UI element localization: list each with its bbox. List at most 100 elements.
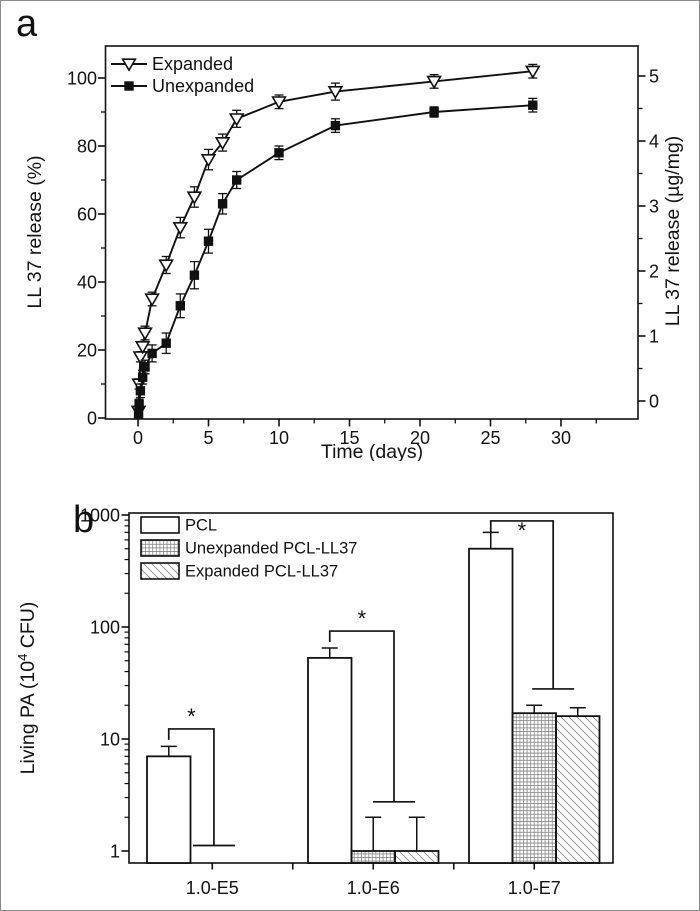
y-tick-label-left: 20 [77,340,97,360]
y-tick-label-left: 0 [87,408,97,428]
square-marker [137,372,148,382]
legend-label: PCL [185,517,217,535]
square-marker [429,107,439,117]
triangle-down-marker [228,113,245,127]
square-marker [140,362,150,372]
legend-label: Expanded PCL-LL37 [185,563,338,581]
square-marker [175,301,185,311]
triangle-down-marker [426,75,442,90]
axes [104,45,639,420]
y-tick-label-left: 100 [67,68,97,88]
x-tick-label-1-0-e6: 1.0-E6 [347,878,400,898]
series-pcl [146,531,514,864]
y-tick-label: 1 [110,841,120,861]
y-tick-label-left: 80 [77,136,97,156]
legend-item-unexpanded: Unexpanded [111,76,254,96]
x-tick-label-1-0-e7: 1.0-E7 [508,878,561,898]
significance-bracket-1: * [328,606,415,803]
y-axis-right: 0 1 2 3 4 5 LL 37 release (µg/mg) [638,66,684,411]
error-bars [134,97,538,419]
triangle-down-marker [158,259,174,273]
plot-box [104,45,639,420]
legend-item-expanded: Expanded [111,54,233,74]
y-tick-label-right: 1 [649,326,659,346]
bar-unexpanded-pcl-ll37-1-0-e6 [350,850,396,864]
x-tick-label: 25 [480,428,500,448]
series-expanded-pcl-ll37 [394,707,601,864]
triangle-down-marker [137,327,153,341]
square-marker [217,199,228,209]
y-tick-label: 10 [100,729,120,749]
x-tick-label: 20 [410,428,430,448]
x-axis-label: Time (days) [321,441,423,461]
y-tick-label-right: 5 [649,66,659,86]
square-marker [528,100,538,110]
square-marker [203,236,214,246]
error-bar [160,745,177,757]
legend-item-pcl: PCL [140,516,217,535]
y-tick-label-right: 2 [649,261,659,281]
square-marker [274,148,284,158]
legend-label: Expanded [152,54,233,74]
legend-label: Unexpanded [152,76,254,96]
y-tick-label-left: 60 [77,204,97,224]
significance-bracket-2: * [489,518,575,690]
series-unexpanded-pcl-ll37 [350,704,557,864]
error-bar [526,704,543,714]
y-tick-label-right: 3 [649,196,659,216]
legend: PCL Unexpanded PCL-LL37 Expanded PCL-LL37 [140,516,357,581]
square-marker [134,399,144,410]
legend-swatch [140,539,180,557]
y-tick-label-left: 40 [77,272,97,292]
y-tick-label-right: 0 [649,391,659,411]
y-axis: 1 10 100 1000 Living PA (104 CFU) [15,505,129,861]
bar-expanded-pcl-ll37-1-0-e6 [394,850,440,864]
error-bar [365,816,382,851]
bar-unexpanded-pcl-ll37-1-0-e7 [511,712,557,864]
significance-bracket-0: * [167,704,235,847]
x-axis: 1.0-E5 1.0-E6 1.0-E7 [186,863,561,898]
y-tick-label: 1000 [80,505,120,525]
triangle-down-marker [525,65,541,79]
triangle-down-marker [134,341,151,355]
legend-item-expanded-pcl-ll37: Expanded PCL-LL37 [140,562,338,581]
significance-star-0: * [187,704,196,729]
triangle-down-marker [132,351,149,365]
triangle-down-marker [144,293,160,307]
square-marker [133,409,144,420]
x-tick-label: 30 [551,428,571,448]
legend-item-unexpanded-pcl-ll37: Unexpanded PCL-LL37 [140,539,357,558]
series-expanded [130,63,541,419]
triangle-down-marker [327,86,344,100]
y-tick-label: 100 [90,617,120,637]
y-tick-label-right: 4 [649,131,659,151]
square-marker [232,175,242,185]
legend-swatch [140,562,180,580]
significance-star-2: * [518,518,527,543]
y-axis-left: 0 20 40 60 80 100 LL 37 release (%) [24,68,106,428]
y-axis-label-left: LL 37 release (%) [24,155,46,308]
triangle-down-marker [172,222,189,236]
triangle-down-marker [200,154,217,168]
square-marker [189,270,200,280]
error-bar [569,707,586,717]
series-line [137,104,533,415]
x-tick-label: 10 [269,428,289,448]
legend-swatch [140,516,180,534]
x-tick-label: 0 [133,428,143,448]
panel-a-letter: a [16,3,38,45]
y-axis-label: Living PA (104 CFU) [15,602,39,775]
x-tick-label-1-0-e5: 1.0-E5 [186,878,239,898]
legend-label: Unexpanded PCL-LL37 [185,540,357,558]
triangle-down-marker [271,96,287,110]
panel-b-letter: b [73,499,95,541]
x-axis: 0 5 10 15 20 25 30 Time (days) [133,419,597,461]
x-tick-label: 5 [203,428,213,448]
y-axis-label-right: LL 37 release (µg/mg) [662,136,684,326]
error-bar [321,647,338,658]
square-marker [135,386,146,396]
